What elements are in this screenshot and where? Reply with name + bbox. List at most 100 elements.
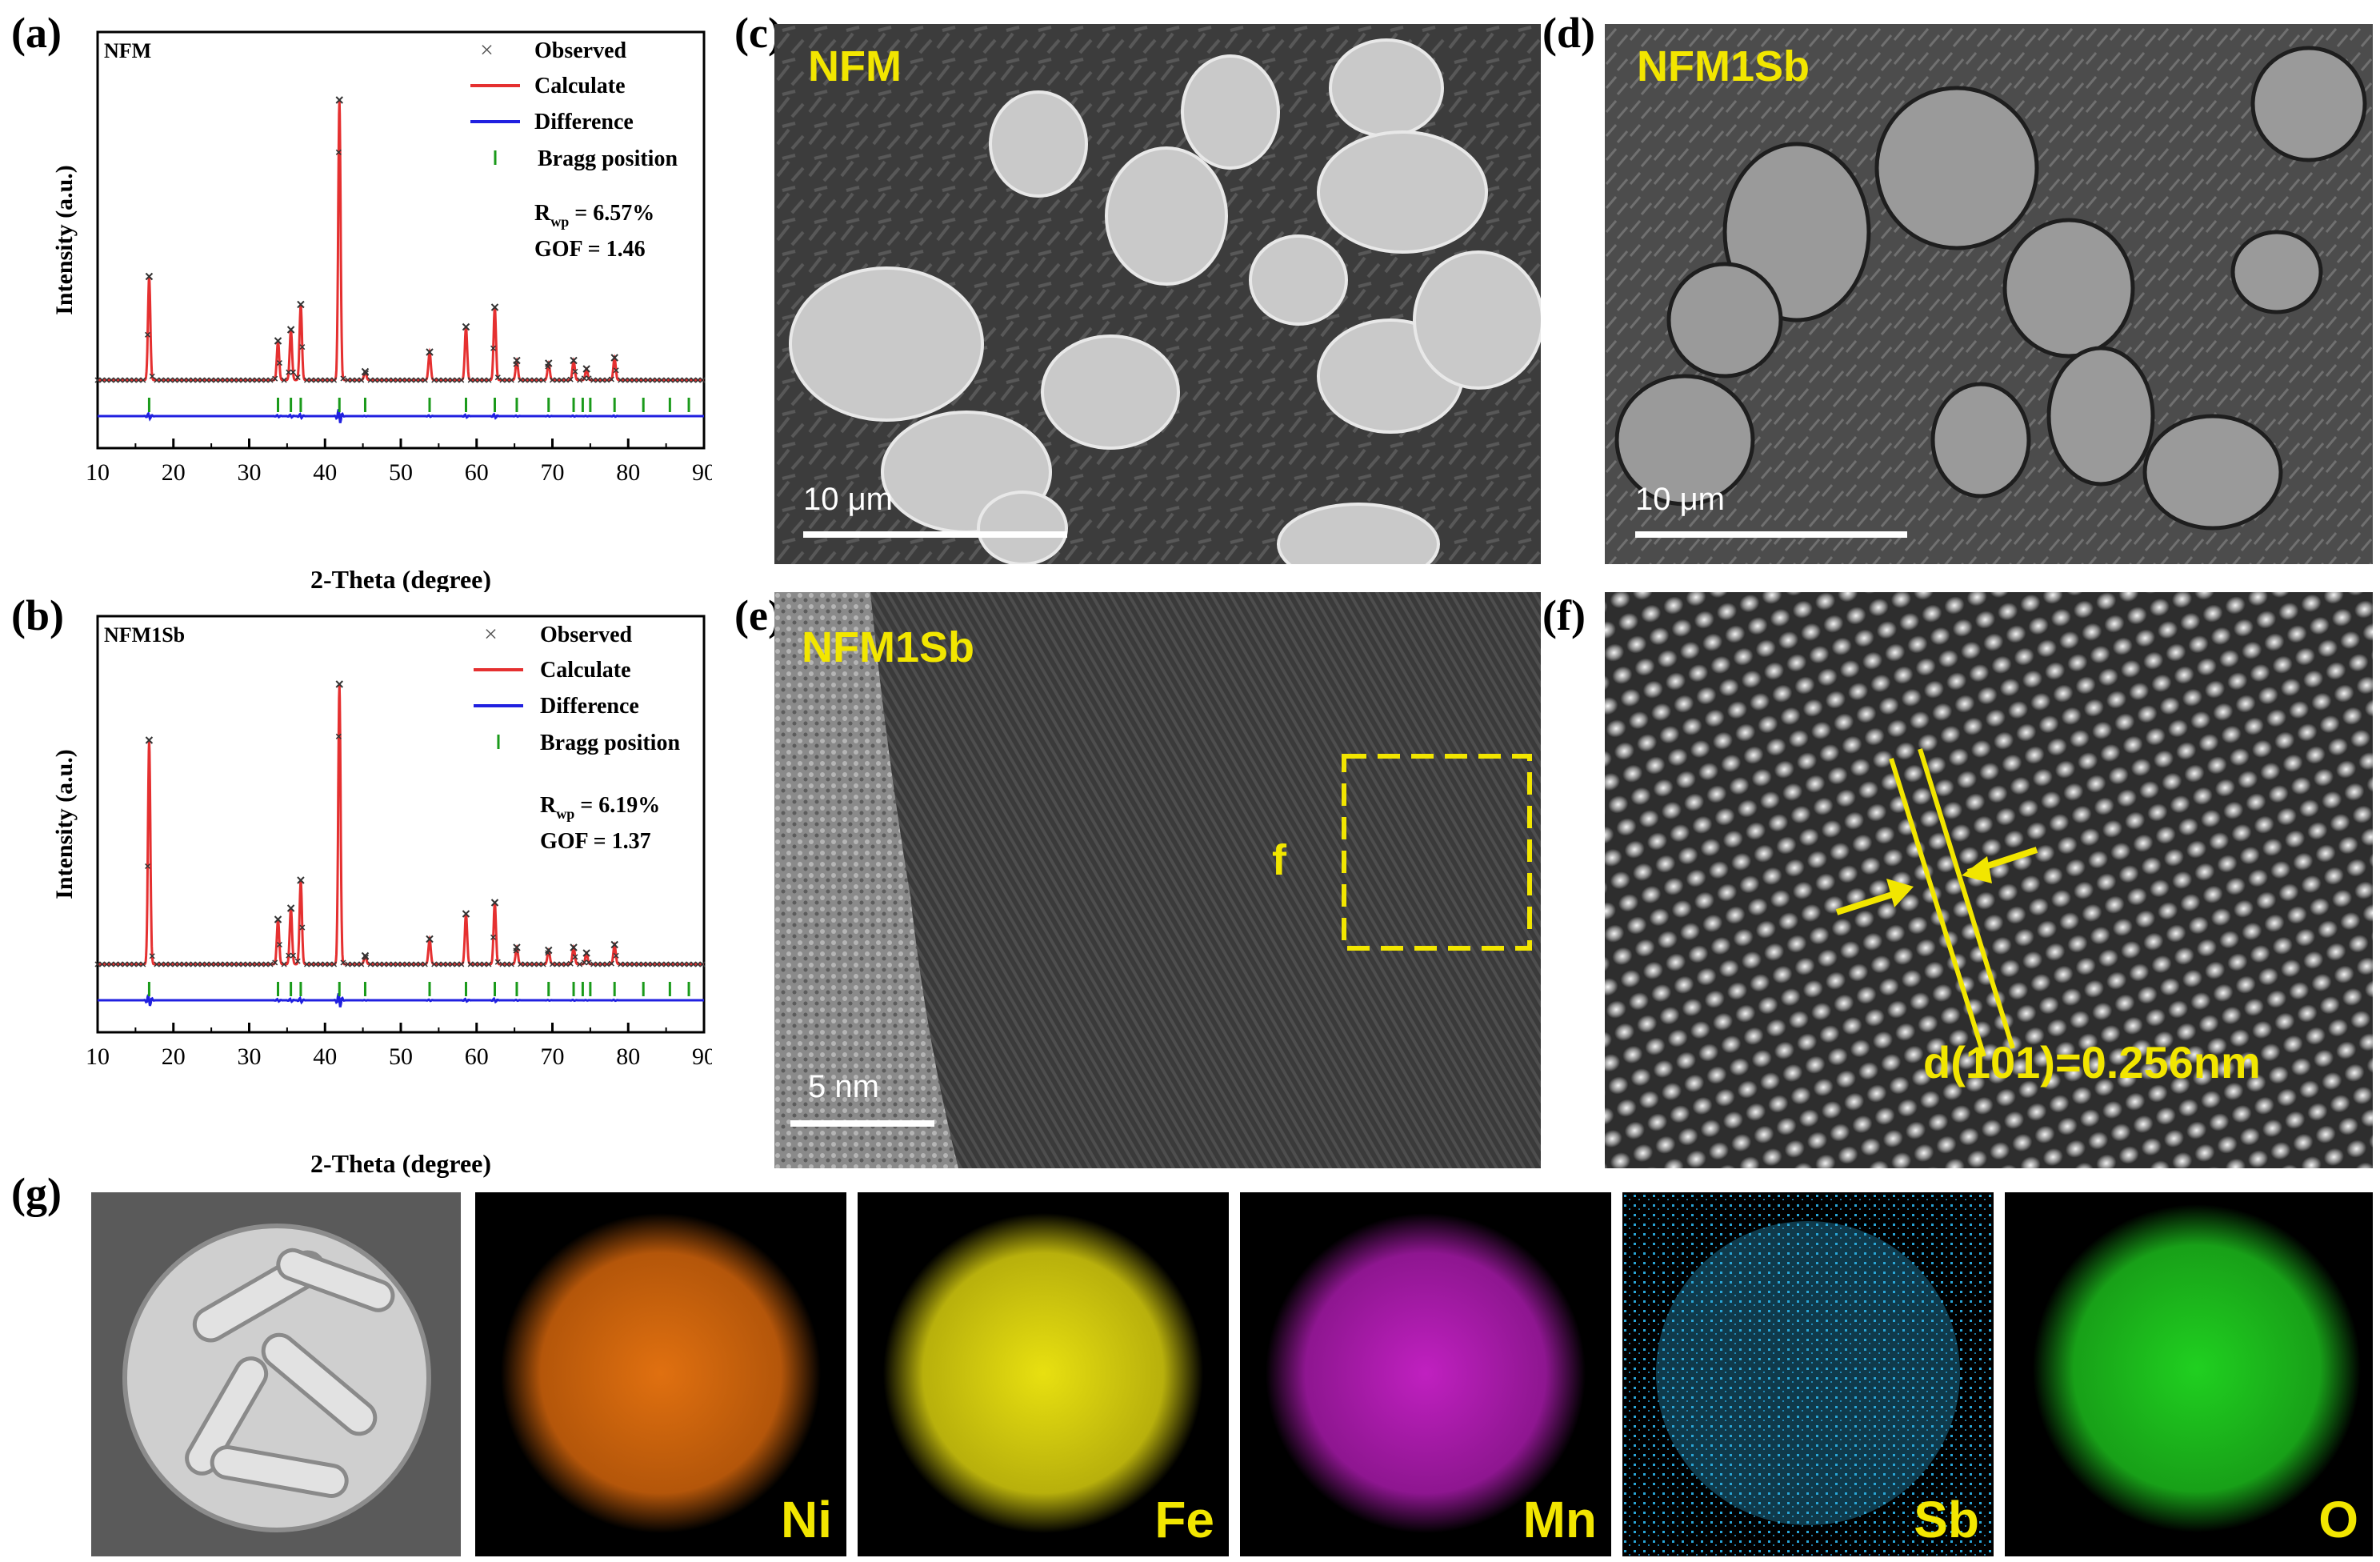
- observed-point: [640, 961, 646, 967]
- observed-point: [231, 377, 238, 383]
- panel-letter-a: (a): [11, 9, 62, 57]
- observed-point: [572, 368, 578, 374]
- observed-point: [308, 377, 314, 383]
- zoom-box: [1342, 754, 1532, 951]
- zoom-box-label: f: [1272, 836, 1286, 884]
- observed-point: [99, 961, 106, 967]
- observed-point: [217, 377, 224, 383]
- element-label-ni: Ni: [781, 1491, 832, 1548]
- observed-peak-point: [361, 951, 370, 960]
- panel-letter-e: (e): [734, 591, 782, 639]
- legend-observed: Observed: [534, 38, 627, 63]
- observed-point: [486, 961, 492, 967]
- observed-peak-point: [286, 904, 295, 912]
- observed-peak-point: [462, 322, 470, 331]
- ni-signal-area: [501, 1213, 821, 1533]
- observed-point: [399, 961, 406, 967]
- observed-point: [494, 959, 501, 965]
- observed-point: [681, 961, 687, 967]
- observed-point: [140, 377, 146, 383]
- arrowhead-left: [1886, 879, 1914, 907]
- sample-label: NFM1Sb: [104, 623, 185, 647]
- observed-point: [299, 924, 306, 931]
- scale-text: 10 μm: [1635, 482, 1725, 517]
- observed-point: [449, 961, 455, 967]
- observed-point: [167, 961, 174, 967]
- observed-point: [554, 377, 560, 383]
- legend-bragg: Bragg position: [540, 731, 680, 755]
- observed-point: [254, 377, 260, 383]
- legend-difference: Difference: [540, 694, 639, 719]
- observed-point: [394, 961, 401, 967]
- observed-point: [581, 959, 587, 966]
- sem-particles: [774, 24, 1541, 564]
- legend-observed: Observed: [540, 623, 633, 647]
- observed-point: [130, 961, 138, 967]
- panel-letter-b: (b): [11, 591, 64, 639]
- sem-label-nfm1sb: NFM1Sb: [1637, 42, 1810, 90]
- hrtem-image: NFM1Sb f 5 nm: [774, 592, 1541, 1168]
- observed-point: [145, 331, 151, 338]
- observed-point: [518, 377, 524, 383]
- observed-point: [122, 961, 128, 967]
- observed-point: [599, 377, 606, 383]
- observed-peak-point: [513, 356, 521, 365]
- observed-point: [677, 961, 683, 967]
- xrd-chart-a: NFM × Observed Calculate Difference Brag…: [51, 30, 712, 592]
- x-tick-label: 40: [313, 1043, 337, 1070]
- observed-point: [140, 961, 146, 967]
- x-tick-label: 50: [389, 459, 413, 486]
- observed-point: [672, 961, 678, 967]
- observed-point: [586, 959, 592, 966]
- observed-point: [167, 377, 174, 383]
- observed-point: [113, 377, 119, 383]
- observed-point: [290, 369, 296, 375]
- observed-point: [203, 961, 210, 967]
- difference-curve: [98, 409, 704, 423]
- observed-point: [586, 375, 592, 382]
- observed-point: [135, 377, 142, 383]
- legend-bragg: Bragg position: [538, 146, 678, 171]
- observed-point: [322, 961, 328, 967]
- element-label-sb: Sb: [1914, 1491, 1979, 1548]
- observed-point: [563, 961, 570, 967]
- observed-point: [504, 961, 510, 967]
- observed-point: [635, 377, 642, 383]
- observed-point: [435, 377, 442, 383]
- observed-point: [235, 377, 242, 383]
- observed-point: [158, 377, 165, 383]
- observed-peak-point: [462, 910, 470, 918]
- observed-point: [103, 377, 110, 383]
- legend: × Observed Calculate Difference Bragg po…: [470, 37, 678, 171]
- observed-point: [372, 961, 378, 967]
- observed-point: [381, 961, 387, 967]
- observed-point: [276, 360, 282, 366]
- observed-point: [445, 377, 451, 383]
- observed-point: [663, 377, 670, 383]
- observed-point: [626, 961, 633, 967]
- observed-point: [526, 377, 533, 383]
- observed-point: [418, 377, 424, 383]
- observed-point: [349, 961, 355, 967]
- observed-point: [440, 961, 446, 967]
- observed-point: [677, 377, 683, 383]
- observed-point: [176, 961, 182, 967]
- observed-point: [354, 377, 360, 383]
- legend: × Observed Calculate Difference Bragg po…: [474, 621, 680, 755]
- observed-point: [281, 377, 287, 383]
- x-tick-label: 20: [162, 1043, 186, 1070]
- legend-difference: Difference: [534, 110, 634, 134]
- observed-point: [222, 961, 228, 967]
- x-tick-label: 70: [541, 1043, 565, 1070]
- observed-point: [622, 377, 628, 383]
- observed-point: [376, 377, 383, 383]
- observed-point: [404, 961, 410, 967]
- x-tick-label: 10: [86, 1043, 110, 1070]
- observed-point: [303, 961, 310, 967]
- observed-point: [303, 377, 310, 383]
- observed-point: [390, 377, 397, 383]
- observed-point: [367, 961, 374, 967]
- observed-point: [249, 377, 255, 383]
- observed-point: [322, 377, 328, 383]
- mn-signal-area: [1266, 1213, 1586, 1533]
